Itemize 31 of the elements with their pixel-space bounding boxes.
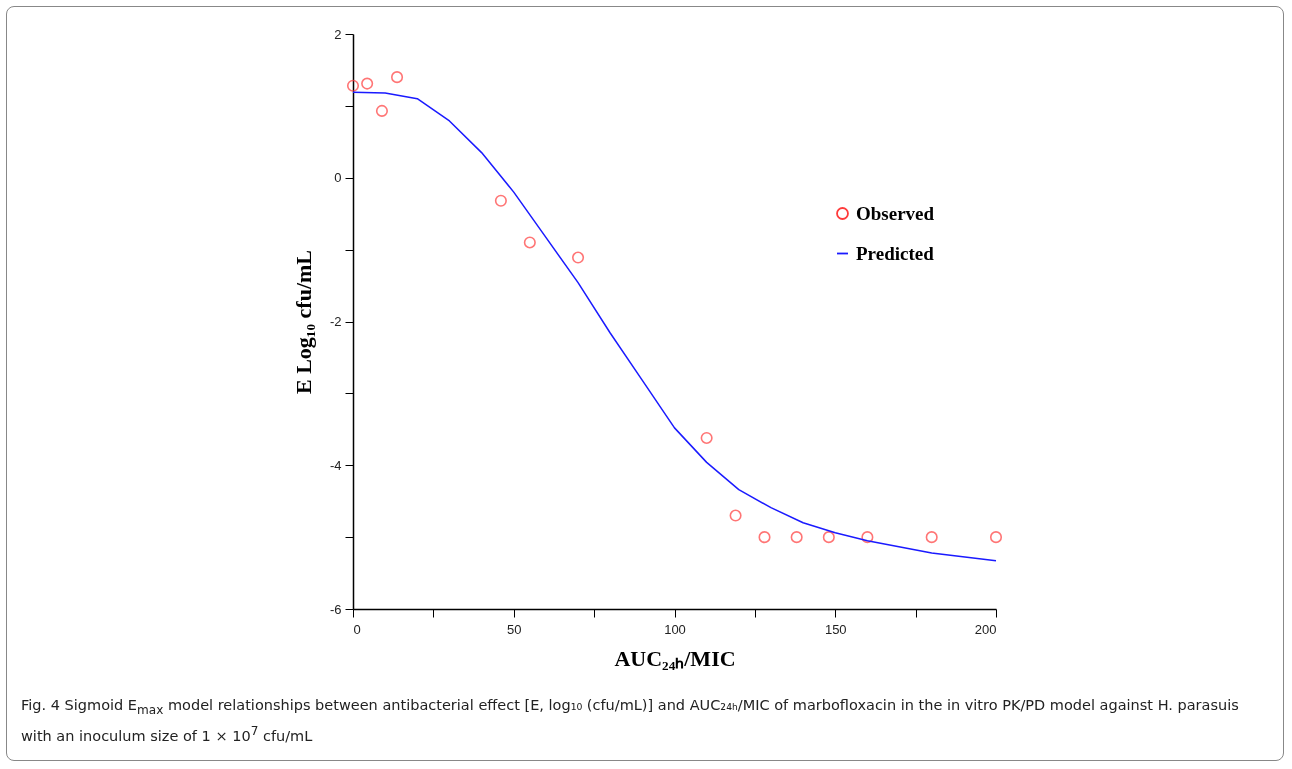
x-tick-label: 100 [664,621,686,637]
x-tick-label: 50 [507,621,522,637]
point [346,79,360,92]
point [822,531,835,544]
point [700,431,713,444]
point [729,509,742,522]
x-axis-title: AUC₂₄ₕ/MIC [614,645,736,671]
point [861,531,874,544]
point [391,71,404,84]
point [989,531,1003,544]
y-tick-label: -6 [329,601,342,617]
y-tick-label: 2 [334,26,342,42]
x-tick-label: 150 [824,621,847,637]
line-series [352,91,997,562]
point [572,251,585,264]
legend-label: Predicted [856,242,935,264]
point [758,531,771,544]
y-tick-label: 0 [334,170,342,186]
x-tick-label: 200 [974,621,997,637]
point [375,104,388,117]
point [523,236,536,249]
y-axis-title: E Log₁₀ cfu/mL [290,250,316,394]
point [790,531,803,544]
y-tick-label: -2 [329,314,342,329]
y-tick-label: -4 [329,457,342,473]
point [361,77,374,90]
point [494,194,507,207]
x-tick-label: 0 [353,621,361,637]
caption: Fig. 4 Sigmoid E$_{max}$ model relationships between antibacterial effect [E, log₁₀ (cfu/mL)] and AUC₂₄ₕ/MIC of marbofloxacin in the in vitro PK/PD model against H. parasuis with an inoculum size of 1 × 10$^{7}$ cfu/mL [21,696,1240,746]
legend-label: Observed [856,202,935,224]
point [925,531,938,544]
